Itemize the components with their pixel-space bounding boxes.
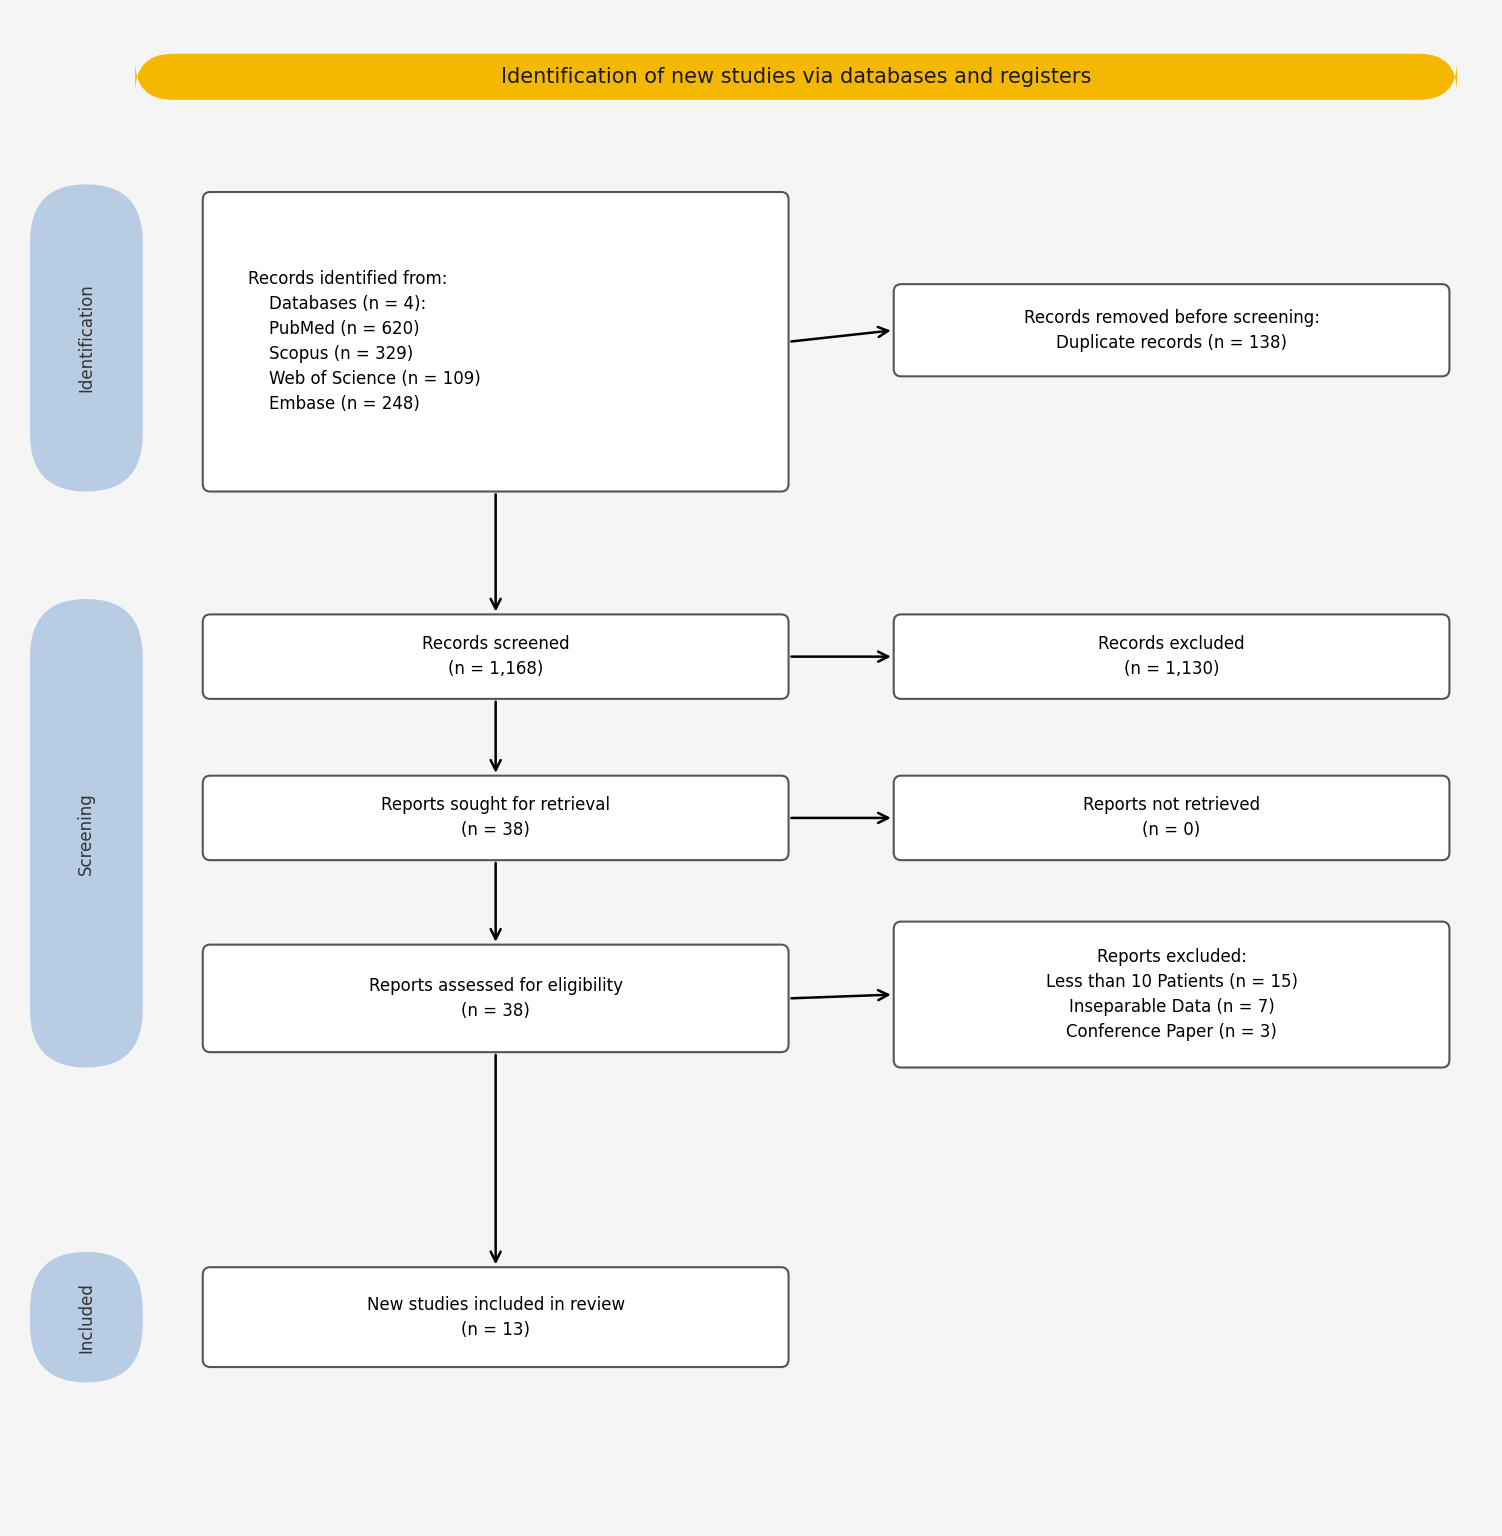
FancyBboxPatch shape <box>203 1267 789 1367</box>
Text: New studies included in review
(n = 13): New studies included in review (n = 13) <box>366 1296 625 1338</box>
Text: Records removed before screening:
Duplicate records (n = 138): Records removed before screening: Duplic… <box>1023 309 1320 352</box>
FancyBboxPatch shape <box>894 922 1449 1068</box>
Text: Reports excluded:
Less than 10 Patients (n = 15)
Inseparable Data (n = 7)
Confer: Reports excluded: Less than 10 Patients … <box>1045 948 1298 1041</box>
Text: Records identified from:
    Databases (n = 4):
    PubMed (n = 620)
    Scopus : Records identified from: Databases (n = … <box>248 270 481 413</box>
FancyBboxPatch shape <box>203 614 789 699</box>
FancyBboxPatch shape <box>30 184 143 492</box>
Text: Reports not retrieved
(n = 0): Reports not retrieved (n = 0) <box>1083 797 1260 839</box>
FancyBboxPatch shape <box>135 54 1457 100</box>
FancyBboxPatch shape <box>30 599 143 1068</box>
Text: Reports sought for retrieval
(n = 38): Reports sought for retrieval (n = 38) <box>382 797 610 839</box>
Text: Identification of new studies via databases and registers: Identification of new studies via databa… <box>500 66 1092 88</box>
FancyBboxPatch shape <box>894 776 1449 860</box>
Text: Identification: Identification <box>78 284 95 392</box>
FancyBboxPatch shape <box>203 945 789 1052</box>
FancyBboxPatch shape <box>894 614 1449 699</box>
FancyBboxPatch shape <box>203 192 789 492</box>
FancyBboxPatch shape <box>203 776 789 860</box>
FancyBboxPatch shape <box>30 1252 143 1382</box>
FancyBboxPatch shape <box>894 284 1449 376</box>
Text: Records excluded
(n = 1,130): Records excluded (n = 1,130) <box>1098 636 1245 677</box>
Text: Screening: Screening <box>78 793 95 874</box>
Text: Reports assessed for eligibility
(n = 38): Reports assessed for eligibility (n = 38… <box>368 977 623 1020</box>
Text: Records screened
(n = 1,168): Records screened (n = 1,168) <box>422 636 569 677</box>
Text: Included: Included <box>78 1281 95 1353</box>
